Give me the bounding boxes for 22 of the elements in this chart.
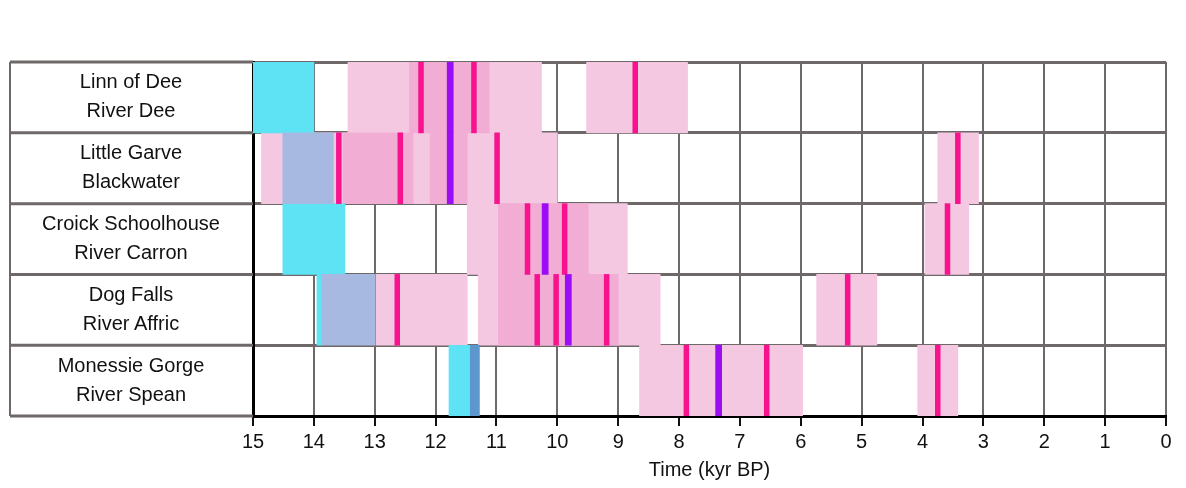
x-tick-label: 1 — [1099, 429, 1111, 452]
y-tick-label: Little Garve Blackwater — [79, 141, 183, 193]
y-tick-label: Linn of Dee River Dee — [79, 70, 183, 122]
x-tick-label: 15 — [241, 429, 265, 452]
x-tick-label: 5 — [856, 429, 868, 452]
x-tick-label: 8 — [673, 429, 685, 452]
x-tick-label: 11 — [486, 429, 507, 452]
x-tick-label: 4 — [916, 429, 929, 452]
x-axis-title: Time (kyr BP) — [648, 457, 771, 480]
y-tick-label: Croick Schoolhouse River Carron — [42, 212, 220, 264]
x-tick-label: 2 — [1038, 429, 1050, 452]
x-tick-label: 12 — [424, 429, 447, 452]
x-tick-label: 3 — [977, 429, 989, 452]
x-tick-label: 0 — [1160, 429, 1172, 452]
x-tick-label: 7 — [734, 429, 746, 452]
x-tick-label: 13 — [363, 429, 386, 452]
y-tick-label: Dog Falls River Affric — [82, 282, 180, 334]
y-tick-label: Monessie Gorge River Spean — [57, 353, 205, 405]
x-tick-label: 14 — [302, 429, 325, 452]
x-tick-label: 9 — [612, 429, 624, 452]
x-tick-label: 6 — [795, 429, 807, 452]
x-tick-label: 10 — [546, 429, 569, 452]
